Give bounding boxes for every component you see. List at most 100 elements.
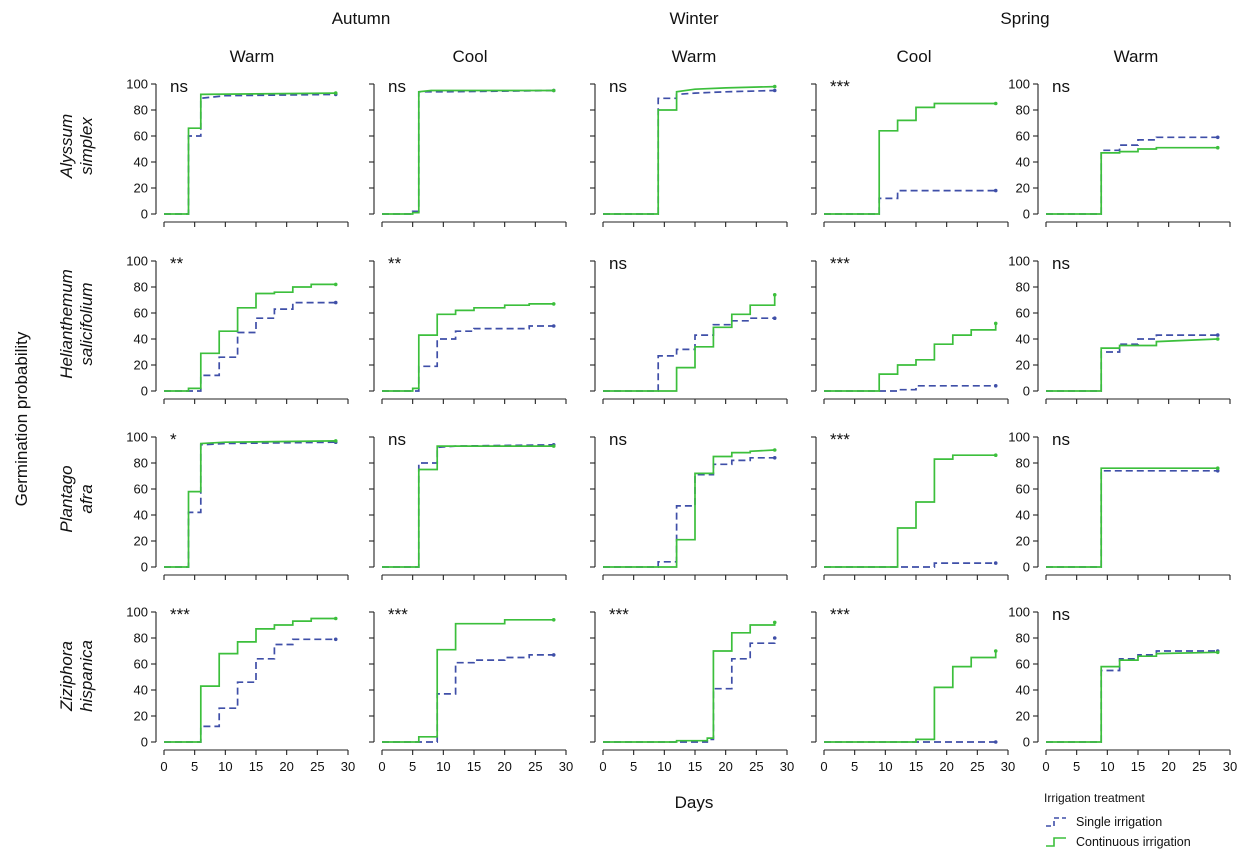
panel-r2-c3: *** (811, 430, 1009, 580)
continuous-irrigation-end-point (1215, 650, 1220, 655)
continuous-irrigation-line (824, 651, 997, 743)
y-tick-label: 20 (134, 534, 148, 549)
continuous-irrigation-end-point (772, 84, 777, 89)
row-label-epithet: simplex (77, 117, 96, 175)
y-tick-label: 80 (1016, 103, 1030, 118)
continuous-irrigation-end-point (551, 302, 556, 306)
row-label-epithet: salicifolium (77, 282, 96, 365)
x-tick-label: 10 (657, 759, 671, 774)
panel-r0-c2: ns (590, 77, 788, 227)
single-irrigation-line (1046, 469, 1218, 568)
continuous-irrigation-line (1046, 651, 1218, 743)
continuous-irrigation-line (164, 617, 336, 743)
panel-r2-c0: 0 20 40 60 80 100 * (126, 430, 349, 580)
significance-label: *** (830, 605, 850, 624)
y-tick-label: 60 (134, 129, 148, 144)
season-header-spring: Spring (1000, 9, 1049, 28)
row-label-helianthemum: Helianthemum salicifolium (57, 269, 96, 379)
significance-label: *** (830, 77, 850, 96)
single-irrigation-end-point (993, 561, 998, 565)
continuous-irrigation-line (824, 102, 996, 215)
continuous-irrigation-end-point (993, 649, 998, 653)
single-irrigation-line (164, 441, 336, 568)
x-tick-label: 25 (970, 759, 984, 774)
continuous-irrigation-end-point (993, 321, 998, 326)
single-irrigation-end-point (772, 636, 777, 640)
single-irrigation-end-point (333, 300, 338, 305)
single-irrigation-end-point (772, 316, 777, 321)
continuous-irrigation-end-point (993, 101, 998, 106)
single-irrigation-end-point (772, 88, 777, 93)
y-tick-label: 80 (1016, 631, 1030, 646)
significance-label: ns (388, 430, 406, 449)
single-irrigation-end-point (1215, 469, 1220, 473)
x-tick-label: 0 (160, 759, 167, 774)
legend: Irrigation treatment Single irrigation C… (1044, 791, 1191, 849)
col-header-autumn-warm: Warm (230, 47, 275, 66)
panel-r3-c2: 0 5 10 15 20 25 30 *** (590, 605, 794, 774)
significance-label: ns (1052, 605, 1070, 624)
significance-label: *** (388, 605, 408, 624)
y-tick-label: 60 (1016, 657, 1030, 672)
panel-r3-c3: 0 5 10 15 20 25 30 *** (811, 605, 1015, 774)
continuous-irrigation-end-point (772, 620, 777, 625)
single-irrigation-line (382, 654, 554, 743)
significance-label: ns (1052, 77, 1070, 96)
x-tick-label: 20 (497, 759, 511, 774)
x-tick-label: 20 (279, 759, 293, 774)
panel-r2-c1: ns (369, 430, 567, 580)
y-tick-label: 20 (134, 358, 148, 373)
y-tick-label: 0 (141, 384, 148, 399)
x-tick-label: 15 (467, 759, 481, 774)
y-tick-label: 100 (1008, 77, 1030, 92)
continuous-irrigation-line (382, 445, 554, 568)
y-tick-label: 20 (1016, 181, 1030, 196)
continuous-irrigation-end-point (1215, 466, 1220, 471)
continuous-irrigation-line (603, 449, 775, 568)
continuous-irrigation-end-point (772, 448, 777, 452)
significance-label: ** (388, 254, 402, 273)
significance-label: ** (170, 254, 184, 273)
single-irrigation-line (164, 93, 336, 215)
y-tick-label: 100 (126, 430, 148, 445)
single-irrigation-line (1046, 650, 1218, 743)
single-irrigation-end-point (333, 637, 338, 642)
x-tick-label: 15 (249, 759, 263, 774)
single-irrigation-line (164, 638, 336, 743)
x-tick-label: 20 (939, 759, 953, 774)
x-tick-label: 25 (528, 759, 542, 774)
significance-label: ns (170, 77, 188, 96)
continuous-irrigation-line (164, 440, 336, 568)
panel-r2-c2: ns (590, 430, 788, 580)
y-tick-label: 40 (1016, 508, 1030, 523)
y-tick-label: 100 (126, 77, 148, 92)
y-tick-label: 40 (134, 683, 148, 698)
single-irrigation-line (824, 384, 996, 392)
x-tick-label: 10 (218, 759, 232, 774)
x-tick-label: 15 (688, 759, 702, 774)
continuous-irrigation-end-point (551, 618, 556, 622)
single-irrigation-line (164, 301, 336, 392)
panel-r1-c1: ** (369, 254, 567, 404)
panel-r1-c3: *** (811, 254, 1009, 404)
panel-r1-c2: ns (590, 254, 788, 404)
significance-label: ns (609, 254, 627, 273)
x-tick-label: 5 (409, 759, 416, 774)
x-axis-title: Days (675, 793, 714, 812)
y-tick-label: 40 (1016, 683, 1030, 698)
x-tick-label: 15 (909, 759, 923, 774)
legend-single-swatch (1046, 817, 1066, 827)
y-tick-label: 20 (1016, 709, 1030, 724)
y-tick-label: 60 (134, 482, 148, 497)
panel-r2-c4: 0 20 40 60 80 100 ns (1008, 430, 1231, 580)
continuous-irrigation-line (382, 618, 554, 743)
single-irrigation-line (603, 638, 776, 743)
row-label-genus: Plantago (57, 465, 76, 532)
col-header-spring-cool: Cool (897, 47, 932, 66)
y-tick-label: 0 (141, 207, 148, 222)
x-tick-label: 5 (630, 759, 637, 774)
y-tick-label: 0 (141, 560, 148, 575)
single-irrigation-end-point (993, 188, 998, 193)
col-header-spring-warm: Warm (1114, 47, 1159, 66)
